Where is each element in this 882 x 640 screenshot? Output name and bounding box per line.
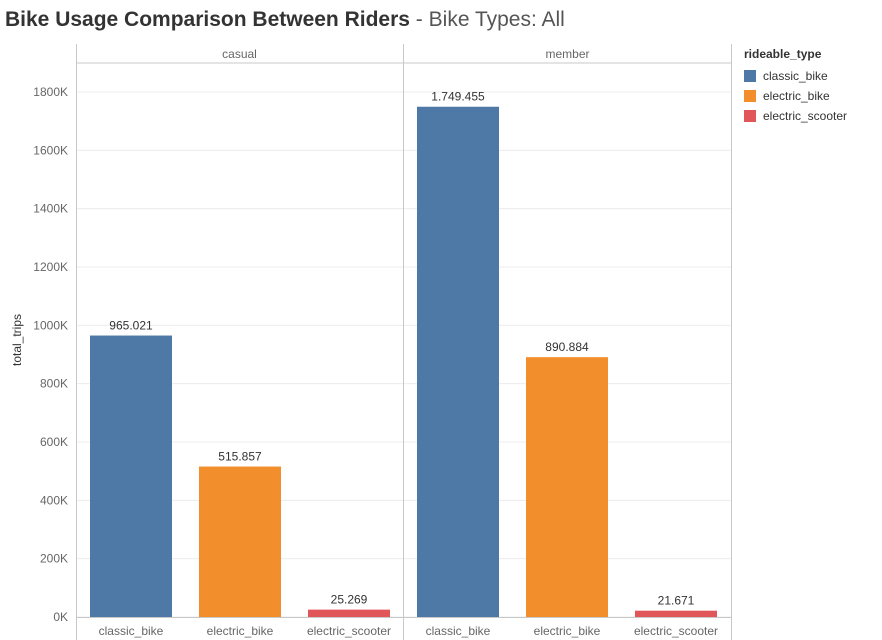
- data-label: 965.021: [109, 319, 153, 333]
- y-tick-label: 800K: [40, 377, 68, 391]
- y-tick-label: 0K: [53, 610, 68, 624]
- y-tick-label: 600K: [40, 435, 68, 449]
- bar-casual-classic-bike: [90, 335, 172, 617]
- bar-member-electric-bike: [526, 357, 608, 617]
- y-tick-label: 1400K: [33, 202, 68, 216]
- y-tick-label: 200K: [40, 552, 68, 566]
- bar-member-classic-bike: [417, 106, 499, 617]
- chart-title-sep: -: [409, 8, 429, 31]
- legend-label: electric_scooter: [763, 109, 848, 123]
- y-tick-label: 1000K: [33, 318, 68, 332]
- y-axis-label: total_trips: [10, 314, 24, 366]
- chart-title-sub: Bike Types: All: [428, 8, 565, 31]
- legend-label: classic_bike: [763, 69, 828, 83]
- data-label: 25.269: [331, 593, 368, 607]
- bar-casual-electric-bike: [199, 466, 281, 617]
- legend-swatch: [744, 70, 756, 82]
- bar-member-electric-scooter: [635, 610, 717, 617]
- legend-title: rideable_type: [744, 47, 822, 61]
- y-tick-label: 1600K: [33, 143, 68, 157]
- bar-casual-electric-scooter: [308, 609, 390, 617]
- y-tick-label: 1200K: [33, 260, 68, 274]
- legend: rideable_type classic_bike electric_bike…: [744, 47, 847, 126]
- y-tick-label: 1800K: [33, 85, 68, 99]
- legend-item-electric-scooter[interactable]: electric_scooter: [744, 106, 847, 126]
- panel-header-casual: casual: [222, 47, 257, 61]
- y-tick-label: 400K: [40, 493, 68, 507]
- legend-swatch: [744, 110, 756, 122]
- legend-item-classic-bike[interactable]: classic_bike: [744, 66, 847, 86]
- x-tick-label: classic_bike: [426, 624, 491, 638]
- x-tick-label: electric_scooter: [307, 624, 391, 638]
- data-label: 515.857: [218, 450, 262, 464]
- chart-title-main: Bike Usage Comparison Between Riders: [5, 8, 410, 31]
- data-label: 21.671: [658, 594, 695, 608]
- x-tick-label: electric_scooter: [634, 624, 718, 638]
- data-label: 1.749.455: [431, 90, 485, 104]
- chart-title: Bike Usage Comparison Between Riders - B…: [5, 8, 565, 32]
- data-label: 890.884: [545, 340, 589, 354]
- x-tick-label: electric_bike: [207, 624, 274, 638]
- x-tick-label: classic_bike: [99, 624, 164, 638]
- panel-header-member: member: [545, 47, 589, 61]
- legend-item-electric-bike[interactable]: electric_bike: [744, 86, 847, 106]
- x-tick-label: electric_bike: [534, 624, 601, 638]
- legend-swatch: [744, 90, 756, 102]
- legend-label: electric_bike: [763, 89, 830, 103]
